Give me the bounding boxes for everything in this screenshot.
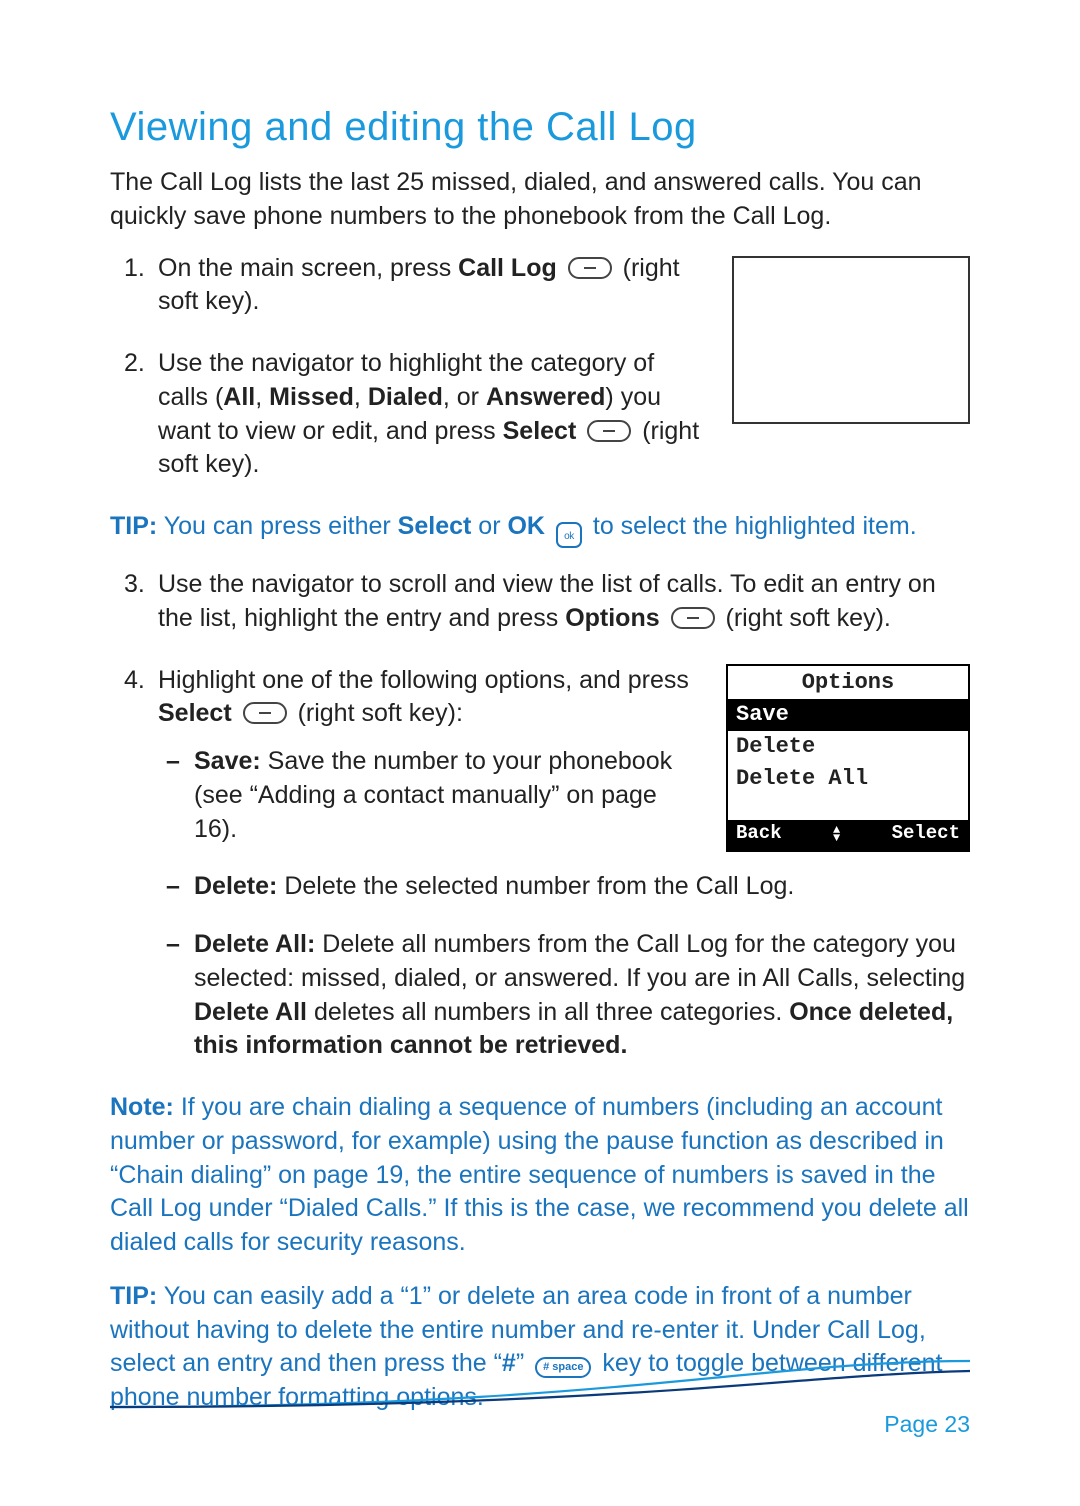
step-3: Use the navigator to scroll and view the… [124,568,970,636]
note-chain-dialing: Note: If you are chain dialing a sequenc… [110,1091,970,1260]
step-4: Options Save Delete Delete All Back ▲▼ S… [124,664,970,1064]
option-delete-all: Delete All: Delete all numbers from the … [158,928,970,1063]
softkey-icon [243,702,287,724]
page-footer: Page 23 [110,1357,970,1440]
phone-menu-title: Options [728,666,968,700]
select-button-label: Select [503,417,577,445]
page-title: Viewing and editing the Call Log [110,100,970,154]
step-1: On the main screen, press Call Log (righ… [124,252,970,320]
softkey-icon [587,420,631,442]
tip-1: TIP: You can press either Select or OK t… [110,510,970,548]
steps-list-cont: Use the navigator to scroll and view the… [124,568,970,1063]
footer-swoosh-icon [110,1357,970,1409]
manual-page: Viewing and editing the Call Log The Cal… [0,0,1080,1506]
ok-key-icon [556,522,582,548]
option-delete: Delete: Delete the selected number from … [158,870,970,904]
options-button-label: Options [565,604,659,632]
softkey-icon [671,607,715,629]
intro-paragraph: The Call Log lists the last 25 missed, d… [110,166,970,234]
steps-list: On the main screen, press Call Log (righ… [124,252,970,483]
page-number: Page 23 [110,1409,970,1440]
softkey-icon [568,257,612,279]
call-log-button-label: Call Log [458,254,557,282]
phone-menu-item-save: Save [728,699,968,731]
options-sublist: Save: Save the number to your phonebook … [158,745,970,1063]
step-2: Use the navigator to highlight the categ… [124,347,970,482]
option-save: Save: Save the number to your phonebook … [158,745,970,846]
